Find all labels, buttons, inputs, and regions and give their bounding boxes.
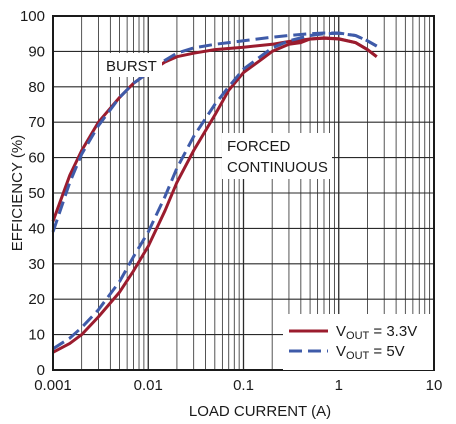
annotation-forced-line-2: CONTINUOUS bbox=[227, 159, 328, 176]
y-tick-label: 80 bbox=[28, 79, 45, 96]
series-5v-forced-continuous-line bbox=[52, 31, 378, 351]
annotation-burst-text: BURST bbox=[106, 58, 157, 75]
x-axis-label: LOAD CURRENT (A) bbox=[189, 403, 331, 420]
y-tick-label: 20 bbox=[28, 291, 45, 308]
y-tick-label: 50 bbox=[28, 185, 45, 202]
legend: VOUT = 3.3V VOUT = 5V bbox=[283, 314, 433, 370]
x-tick-label: 10 bbox=[426, 377, 443, 394]
plot-frame bbox=[52, 15, 435, 371]
y-tick-label: 30 bbox=[28, 256, 45, 273]
annotation-burst-bg bbox=[100, 53, 162, 77]
data-curves bbox=[51, 31, 378, 354]
y-tick-label: 70 bbox=[28, 114, 45, 131]
x-tick-label: 1 bbox=[335, 377, 343, 394]
x-tick-label: 0.1 bbox=[233, 377, 254, 394]
annotation-forced-bg bbox=[222, 133, 332, 179]
annotation-forced-continuous: FORCED CONTINUOUS bbox=[222, 133, 332, 179]
y-tick-label: 40 bbox=[28, 220, 45, 237]
y-tick-label: 90 bbox=[28, 43, 45, 60]
y-tick-label: 100 bbox=[20, 8, 45, 25]
legend-label-5v: VOUT = 5V bbox=[336, 343, 405, 362]
annotation-burst: BURST bbox=[100, 53, 162, 77]
x-tick-label: 0.01 bbox=[134, 377, 163, 394]
y-tick-label: 0 bbox=[37, 362, 45, 379]
y-tick-label: 60 bbox=[28, 150, 45, 167]
y-tick-label: 10 bbox=[28, 327, 45, 344]
y-axis-label: EFFICIENCY (%) bbox=[9, 135, 26, 251]
x-tick-label: 0.001 bbox=[34, 377, 72, 394]
annotation-forced-line-1: FORCED bbox=[227, 138, 291, 155]
legend-label-3v3: VOUT = 3.3V bbox=[336, 323, 417, 342]
series-3v3-forced-continuous-line bbox=[52, 36, 378, 354]
legend-box bbox=[283, 314, 433, 370]
